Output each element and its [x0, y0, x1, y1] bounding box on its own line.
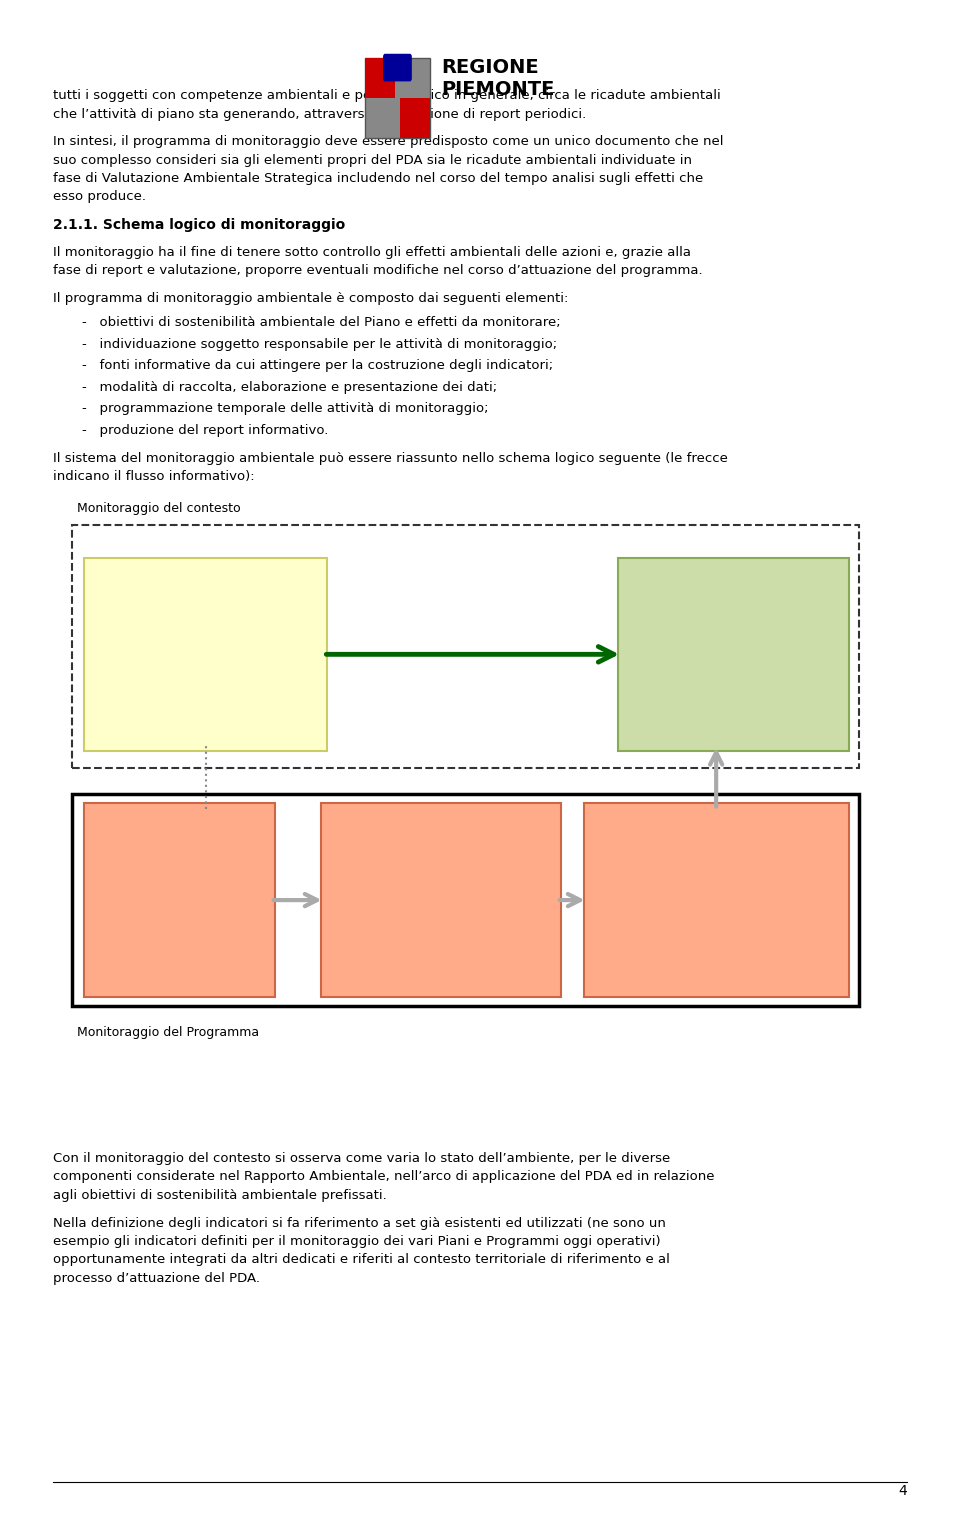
Text: In sintesi, il programma di monitoraggio deve essere predisposto come un unico d: In sintesi, il programma di monitoraggio…: [53, 135, 723, 147]
FancyBboxPatch shape: [400, 98, 430, 138]
Text: che l’attività di piano sta generando, attraverso la redazione di report periodi: che l’attività di piano sta generando, a…: [53, 108, 586, 120]
Text: fase di report e valutazione, proporre eventuali modifiche nel corso d’attuazion: fase di report e valutazione, proporre e…: [53, 264, 703, 276]
Text: Monitoraggio del Programma: Monitoraggio del Programma: [77, 1026, 259, 1038]
Text: esempio gli indicatori definiti per il monitoraggio dei vari Piani e Programmi o: esempio gli indicatori definiti per il m…: [53, 1235, 660, 1247]
Text: opportunamente integrati da altri dedicati e riferiti al contesto territoriale d: opportunamente integrati da altri dedica…: [53, 1253, 670, 1266]
FancyBboxPatch shape: [618, 558, 849, 751]
FancyBboxPatch shape: [321, 803, 561, 997]
Text: indicano il flusso informativo):: indicano il flusso informativo):: [53, 470, 254, 482]
Text: Con il monitoraggio del contesto si osserva come varia lo stato dell’ambiente, p: Con il monitoraggio del contesto si osse…: [53, 1152, 670, 1164]
Text: Il sistema del monitoraggio ambientale può essere riassunto nello schema logico : Il sistema del monitoraggio ambientale p…: [53, 452, 728, 464]
Text: Indicatori ambientali: Indicatori ambientali: [652, 894, 780, 906]
Text: -   produzione del report informativo.: - produzione del report informativo.: [82, 424, 328, 436]
Text: -   obiettivi di sostenibilità ambientale del Piano e effetti da monitorare;: - obiettivi di sostenibilità ambientale …: [82, 316, 561, 329]
FancyBboxPatch shape: [584, 803, 849, 997]
Text: Il monitoraggio ha il fine di tenere sotto controllo gli effetti ambientali dell: Il monitoraggio ha il fine di tenere sot…: [53, 246, 691, 258]
Text: esso produce.: esso produce.: [53, 190, 146, 203]
Text: Indicatori di contesto
ambientale: Indicatori di contesto ambientale: [667, 639, 800, 670]
Text: fase di Valutazione Ambientale Strategica includendo nel corso del tempo analisi: fase di Valutazione Ambientale Strategic…: [53, 172, 703, 184]
Text: componenti considerate nel Rapporto Ambientale, nell’arco di applicazione del PD: componenti considerate nel Rapporto Ambi…: [53, 1170, 714, 1183]
Text: -   fonti informative da cui attingere per la costruzione degli indicatori;: - fonti informative da cui attingere per…: [82, 359, 553, 372]
Text: Obiettivi di
sostenibilità ambientale: Obiettivi di sostenibilità ambientale: [131, 639, 281, 670]
FancyBboxPatch shape: [84, 558, 327, 751]
Text: -   individuazione soggetto responsabile per le attività di monitoraggio;: - individuazione soggetto responsabile p…: [82, 338, 557, 350]
Text: tutti i soggetti con competenze ambientali e per il pubblico in generale, circa : tutti i soggetti con competenze ambienta…: [53, 89, 721, 101]
Text: -   modalità di raccolta, elaborazione e presentazione dei dati;: - modalità di raccolta, elaborazione e p…: [82, 381, 496, 393]
Text: 2.1.1. Schema logico di monitoraggio: 2.1.1. Schema logico di monitoraggio: [53, 218, 345, 232]
Text: -   programmazione temporale delle attività di monitoraggio;: - programmazione temporale delle attivit…: [82, 402, 488, 415]
Text: 4: 4: [899, 1484, 907, 1498]
FancyBboxPatch shape: [84, 803, 275, 997]
Text: processo d’attuazione del PDA.: processo d’attuazione del PDA.: [53, 1272, 260, 1284]
Text: Monitoraggio del contesto: Monitoraggio del contesto: [77, 502, 240, 515]
Text: Nella definizione degli indicatori si fa riferimento a set già esistenti ed util: Nella definizione degli indicatori si fa…: [53, 1217, 665, 1229]
Text: suo complesso consideri sia gli elementi propri del PDA sia le ricadute ambienta: suo complesso consideri sia gli elementi…: [53, 154, 692, 166]
FancyBboxPatch shape: [365, 58, 430, 138]
Text: Indicatori di processo: Indicatori di processo: [373, 894, 508, 906]
Text: Azioni del
Programma: Azioni del Programma: [143, 885, 216, 915]
Text: agli obiettivi di sostenibilità ambientale prefissati.: agli obiettivi di sostenibilità ambienta…: [53, 1189, 387, 1201]
Text: Il programma di monitoraggio ambientale è composto dai seguenti elementi:: Il programma di monitoraggio ambientale …: [53, 292, 568, 304]
FancyBboxPatch shape: [383, 54, 412, 81]
Text: REGIONE
PIEMONTE: REGIONE PIEMONTE: [442, 58, 555, 100]
FancyBboxPatch shape: [365, 58, 395, 98]
